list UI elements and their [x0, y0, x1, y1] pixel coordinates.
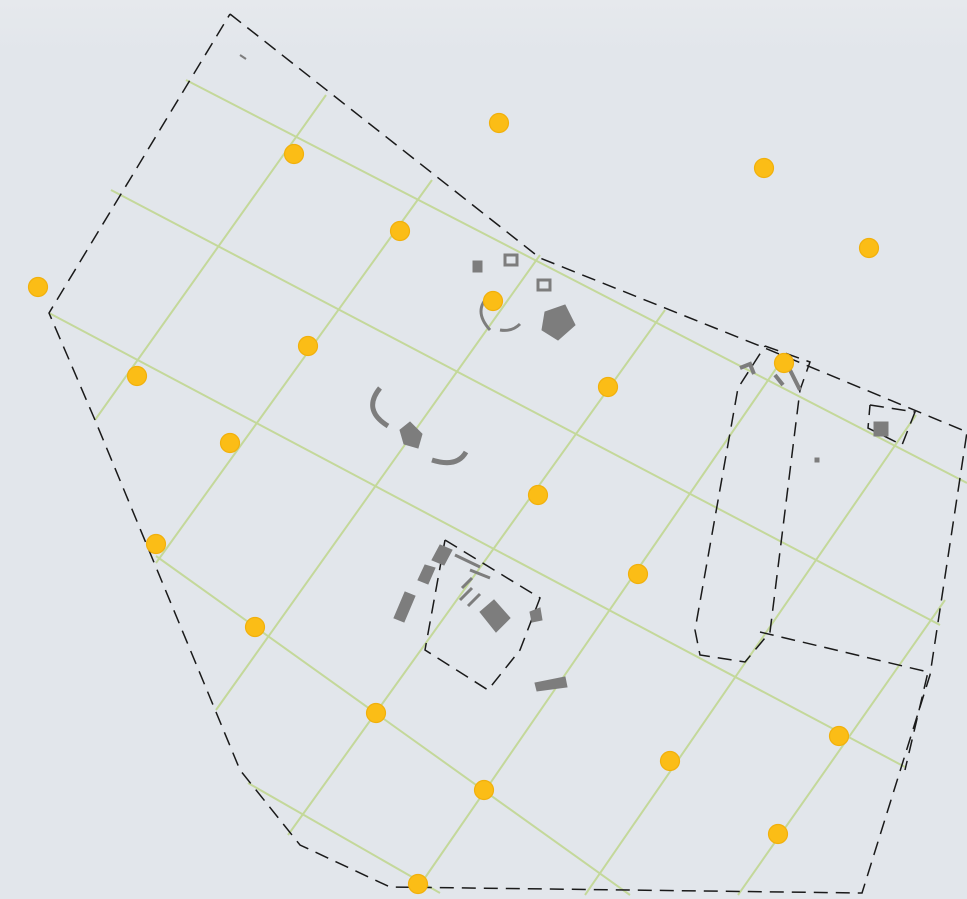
structure-block	[472, 260, 483, 273]
structure-arc	[370, 386, 390, 429]
marker-point[interactable]	[389, 220, 411, 242]
structure-block	[431, 544, 453, 566]
marker-point[interactable]	[27, 276, 49, 298]
grid-line	[584, 414, 917, 896]
structure-fragment	[739, 361, 802, 391]
structure-block	[541, 304, 576, 341]
marker-point[interactable]	[407, 873, 429, 895]
marker-point[interactable]	[659, 750, 681, 772]
grid-line	[155, 179, 433, 564]
marker-point[interactable]	[773, 352, 795, 374]
structure-block	[417, 564, 436, 585]
parcel-boundary	[759, 631, 929, 771]
marker-point[interactable]	[627, 563, 649, 585]
marker-point[interactable]	[473, 779, 495, 801]
outer-site-boundary	[48, 13, 967, 894]
structure-block	[814, 457, 820, 463]
markers-layer	[27, 112, 880, 895]
marker-point[interactable]	[219, 432, 241, 454]
boundary-layer	[48, 13, 967, 894]
structure-block	[873, 421, 889, 437]
marker-point[interactable]	[488, 112, 510, 134]
marker-point[interactable]	[527, 484, 549, 506]
building-footprint-boundary	[424, 539, 541, 691]
grid-line	[215, 254, 541, 711]
structure-fragment	[454, 553, 491, 608]
parcel-boundary	[694, 345, 811, 663]
structure-fragment	[239, 54, 247, 60]
structure-block	[399, 421, 423, 449]
structure-block	[503, 253, 519, 267]
marker-point[interactable]	[244, 616, 266, 638]
marker-point[interactable]	[365, 702, 387, 724]
marker-point[interactable]	[828, 725, 850, 747]
structure-arc	[431, 450, 469, 466]
marker-point[interactable]	[753, 157, 775, 179]
marker-point[interactable]	[482, 290, 504, 312]
grid-line	[737, 599, 946, 896]
structure-block	[536, 278, 552, 292]
marker-point[interactable]	[145, 533, 167, 555]
marker-point[interactable]	[283, 143, 305, 165]
marker-point[interactable]	[767, 823, 789, 845]
marker-point[interactable]	[597, 376, 619, 398]
structure-block	[534, 676, 568, 692]
structure-block	[393, 591, 416, 623]
marker-point[interactable]	[297, 335, 319, 357]
structure-block	[479, 599, 511, 633]
structure-block	[529, 607, 543, 623]
grid-line	[185, 79, 967, 484]
grid-line	[247, 782, 441, 894]
marker-point[interactable]	[126, 365, 148, 387]
building-footprint-boundary	[867, 404, 917, 447]
grid-line	[48, 312, 906, 768]
marker-point[interactable]	[858, 237, 880, 259]
grid-line	[110, 189, 941, 626]
grid-line	[155, 555, 631, 896]
